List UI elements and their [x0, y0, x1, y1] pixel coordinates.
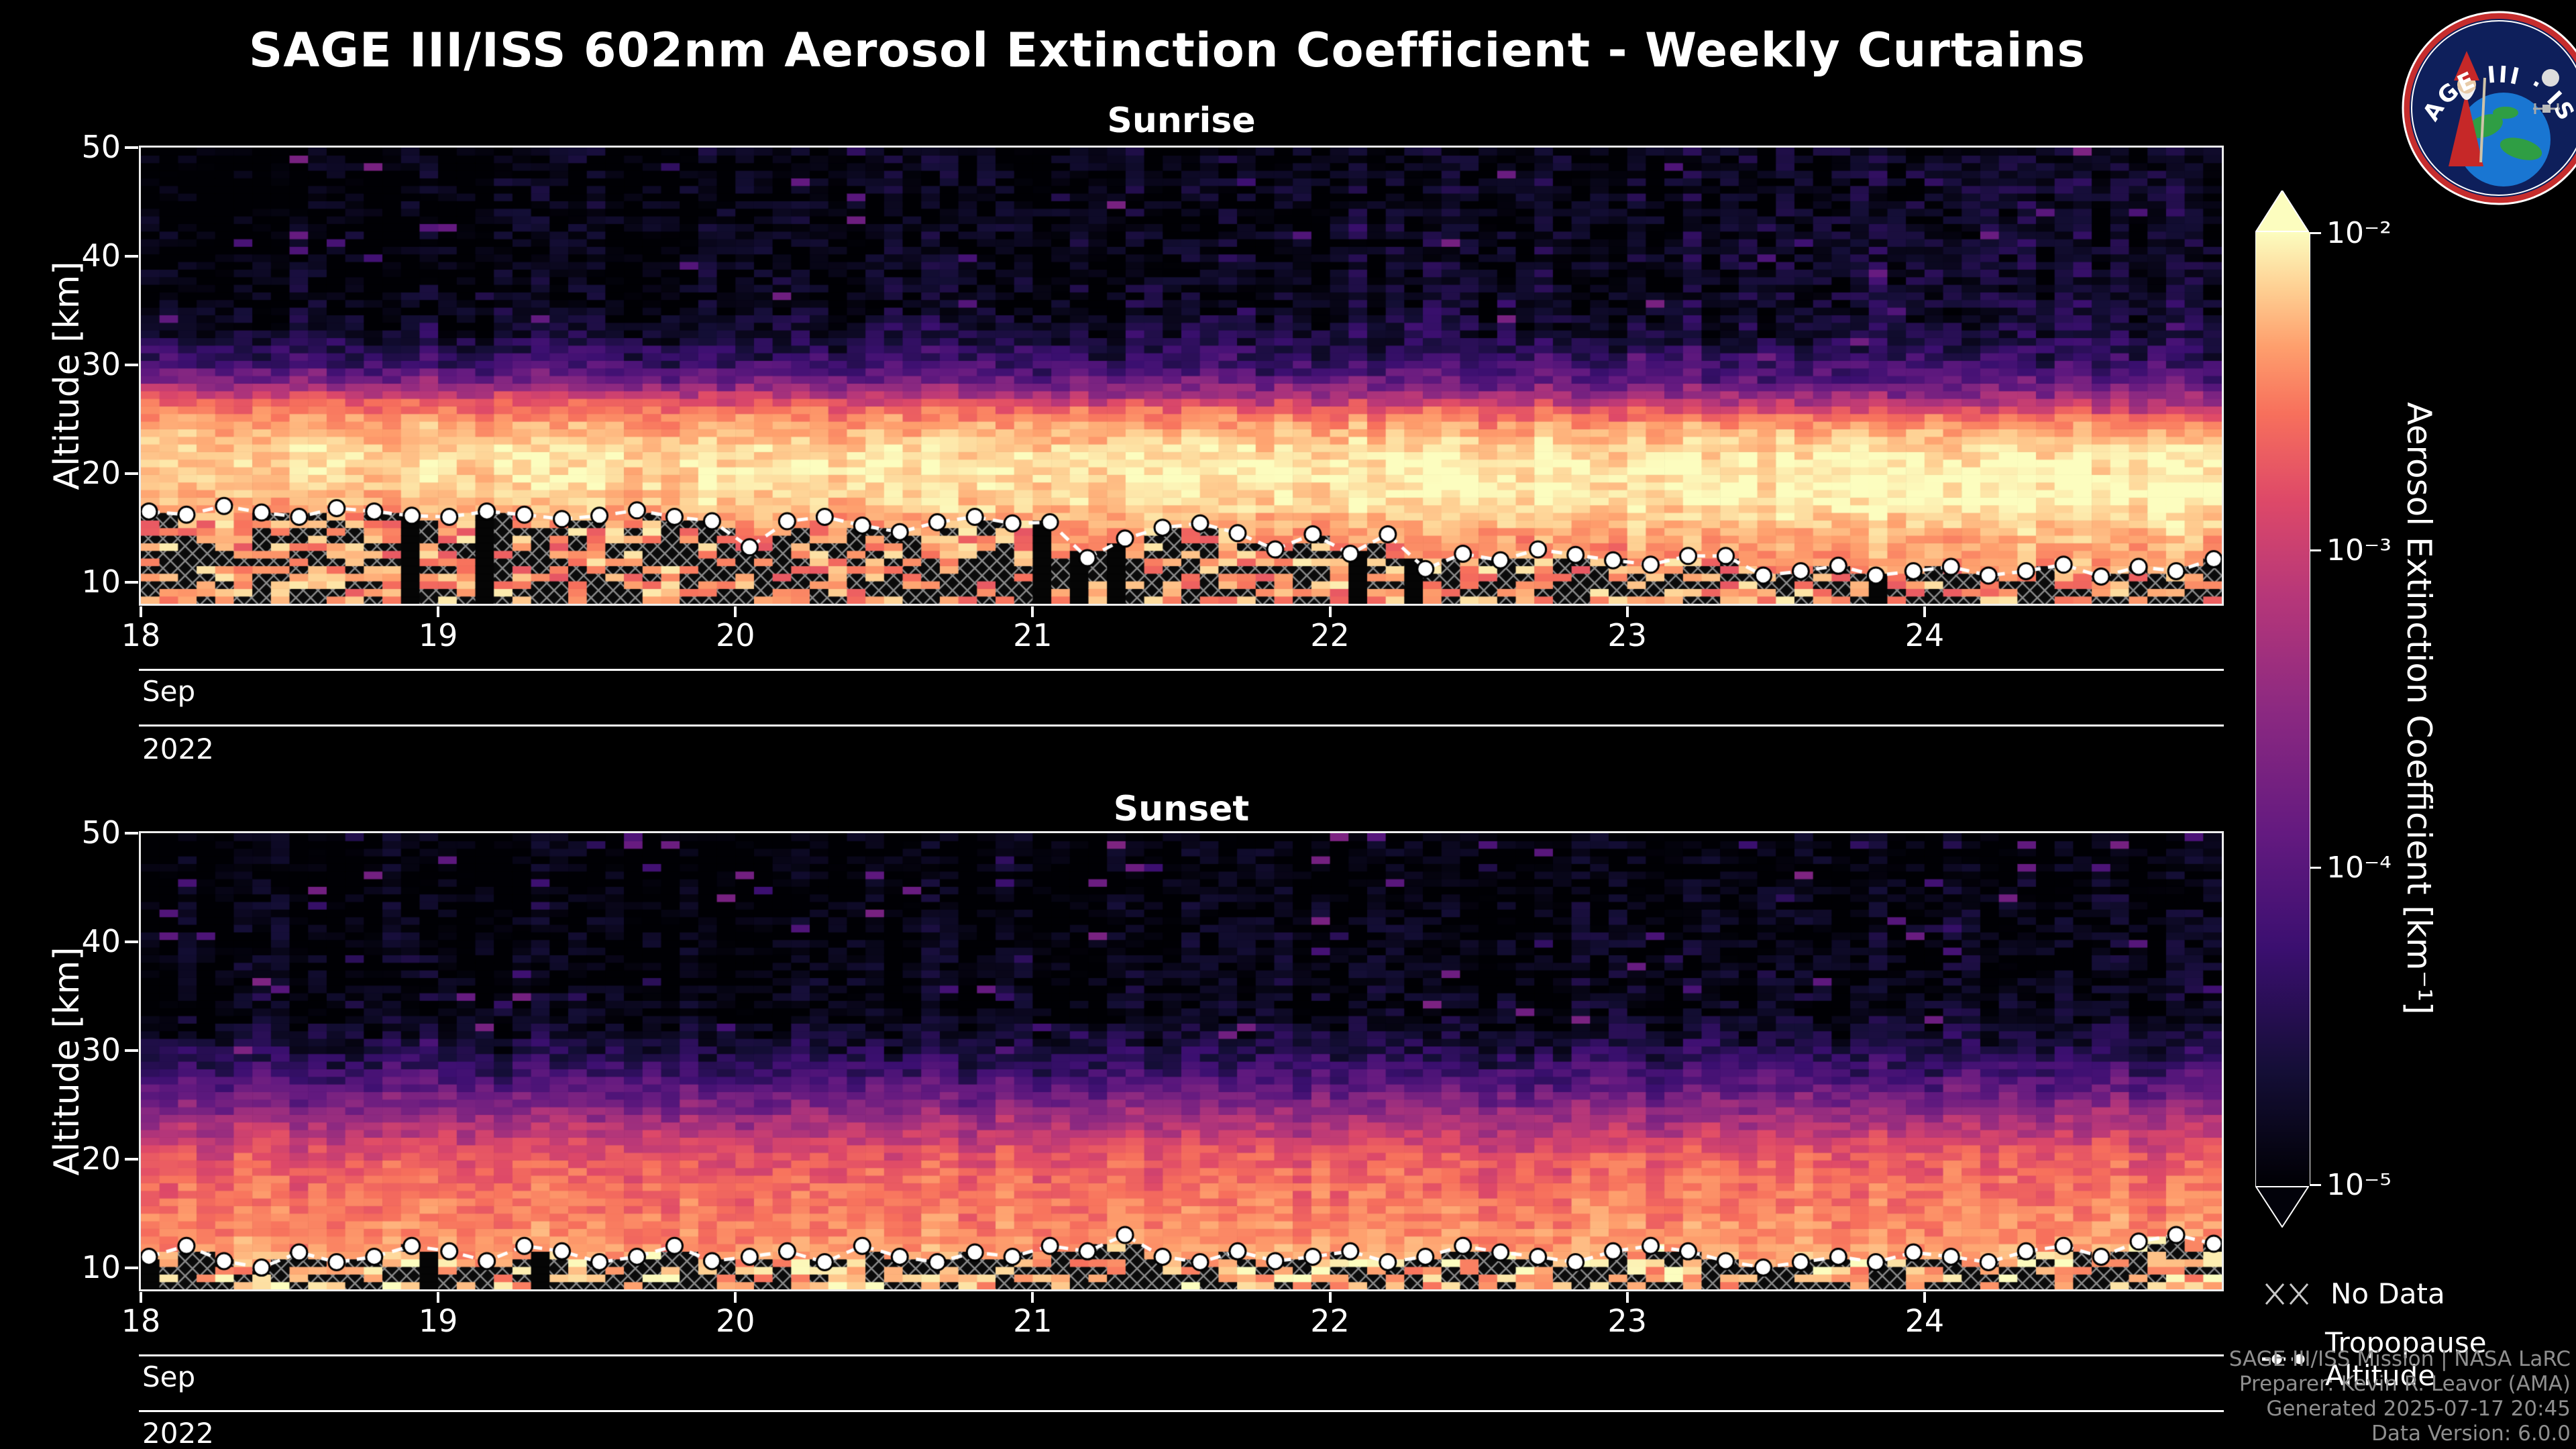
- colorbar-tick-label-1e-4: 10⁻⁴: [2326, 851, 2392, 885]
- y-tick-label: 50: [81, 814, 121, 851]
- y-tick-label: 30: [81, 345, 121, 382]
- y-tick-mark: [125, 472, 138, 475]
- y-tick-label: 40: [81, 237, 121, 274]
- logo-outer-ring: [2402, 11, 2576, 205]
- y-tick-label: 40: [81, 922, 121, 959]
- x-tick-mark: [437, 606, 440, 617]
- y-tick-label: 10: [81, 563, 121, 600]
- credit-generated: Generated 2025-07-17 20:45: [2266, 1397, 2571, 1421]
- y-tick-mark: [125, 254, 138, 258]
- x-tick-label: 22: [1310, 617, 1350, 653]
- x-tick-mark: [1625, 606, 1629, 617]
- x-tick-label: 20: [716, 617, 755, 653]
- y-tick-label: 10: [81, 1248, 121, 1285]
- legend-tropopause-row: Tropopause Altitude: [2262, 1326, 2576, 1392]
- x-tick-mark: [437, 1292, 440, 1303]
- y-tick-mark: [125, 1266, 138, 1269]
- colorbar-tick-label-1e-3: 10⁻³: [2326, 533, 2392, 568]
- logo-iss: [2533, 103, 2560, 114]
- colorbar-tick-label-1e-2: 10⁻²: [2326, 216, 2392, 250]
- x-tick-label: 20: [716, 1303, 755, 1339]
- x-tick-mark: [734, 606, 737, 617]
- logo-wizard: [2449, 51, 2486, 166]
- colorbar-arrow-down: [2255, 1186, 2309, 1228]
- y-tick-mark: [125, 1157, 138, 1161]
- x-tick-label: 24: [1904, 1303, 1945, 1339]
- x-tick-mark: [1923, 606, 1926, 617]
- sunset-year-label: 2022: [142, 1417, 214, 1449]
- colorbar-arrow-up: [2255, 191, 2309, 232]
- no-data-hatch-icon: [2262, 1279, 2313, 1308]
- credit-data-version: Data Version: 6.0.0: [2371, 1421, 2571, 1446]
- y-tick-mark: [125, 1049, 138, 1052]
- x-tick-mark: [140, 606, 142, 617]
- colorbar-tick-mark: [2310, 232, 2321, 234]
- x-tick-label: 24: [1904, 617, 1945, 653]
- x-tick-mark: [140, 1292, 142, 1303]
- y-tick-mark: [125, 940, 138, 943]
- colorbar-tick-mark: [2310, 867, 2321, 869]
- colorbar-axis-label: Aerosol Extinction Coefficient [km⁻¹]: [2400, 402, 2438, 1015]
- x-tick-label: 23: [1607, 617, 1647, 653]
- sunrise-year-axis-line: [139, 724, 2224, 727]
- tropopause-line-icon: [2262, 1352, 2308, 1366]
- x-tick-label: 22: [1310, 1303, 1350, 1339]
- sunrise-heatmap-canvas: [141, 148, 2222, 604]
- legend-no-data-label: No Data: [2330, 1277, 2445, 1310]
- x-tick-mark: [734, 1292, 737, 1303]
- sunset-month-label: Sep: [142, 1360, 196, 1393]
- x-tick-mark: [1625, 1292, 1629, 1303]
- sunset-plot-frame: [139, 831, 2224, 1291]
- credit-mission: SAGE III/ISS Mission | NASA LaRC: [2229, 1347, 2571, 1371]
- legend: No Data Tropopause Altitude: [2262, 1277, 2576, 1392]
- colorbar-tick-mark: [2310, 549, 2321, 551]
- x-tick-label: 21: [1013, 617, 1053, 653]
- x-tick-label: 23: [1607, 1303, 1647, 1339]
- sunset-year-axis-line: [139, 1410, 2224, 1412]
- legend-no-data-row: No Data: [2262, 1277, 2576, 1310]
- x-tick-label: 18: [121, 1303, 161, 1339]
- credits-block: SAGE III/ISS Mission | NASA LaRC Prepare…: [2229, 1347, 2571, 1446]
- x-tick-mark: [1031, 606, 1034, 617]
- y-tick-label: 20: [81, 454, 121, 491]
- x-tick-label: 19: [418, 1303, 458, 1339]
- sunset-month-axis-line: [139, 1354, 2224, 1356]
- colorbar-tick-mark: [2310, 1184, 2321, 1186]
- y-tick-mark: [125, 363, 138, 366]
- legend-tropopause-label: Tropopause Altitude: [2324, 1326, 2487, 1392]
- y-tick-label: 30: [81, 1031, 121, 1068]
- logo-inner-ring: [2411, 20, 2576, 196]
- colorbar-tick-label-1e-5: 10⁻⁵: [2326, 1168, 2392, 1202]
- sunset-panel-title: Sunset: [1113, 789, 1250, 829]
- sunrise-month-axis-line: [139, 669, 2224, 671]
- sunset-heatmap-canvas: [141, 833, 2222, 1289]
- y-tick-mark: [125, 146, 138, 149]
- x-tick-mark: [1328, 1292, 1332, 1303]
- colorbar-gradient: [2255, 232, 2310, 1186]
- sunrise-plot-frame: [139, 146, 2224, 606]
- mission-logo: SAGE III · ISS: [2402, 11, 2576, 205]
- x-tick-mark: [1328, 606, 1332, 617]
- x-tick-label: 19: [418, 617, 458, 653]
- x-tick-label: 21: [1013, 1303, 1053, 1339]
- y-tick-label: 20: [81, 1140, 121, 1177]
- sunrise-month-label: Sep: [142, 675, 196, 708]
- x-tick-label: 18: [121, 617, 161, 653]
- x-tick-mark: [1031, 1292, 1034, 1303]
- sunrise-year-label: 2022: [142, 733, 214, 765]
- y-tick-label: 50: [81, 129, 121, 165]
- page-title: SAGE III/ISS 602nm Aerosol Extinction Co…: [248, 23, 2086, 78]
- sunrise-panel-title: Sunrise: [1107, 101, 1256, 141]
- y-tick-mark: [125, 832, 138, 835]
- y-tick-mark: [125, 580, 138, 584]
- x-tick-mark: [1923, 1292, 1926, 1303]
- credit-preparer: Preparer: Kevin R. Leavor (AMA): [2239, 1372, 2571, 1396]
- logo-moon: [2542, 69, 2559, 87]
